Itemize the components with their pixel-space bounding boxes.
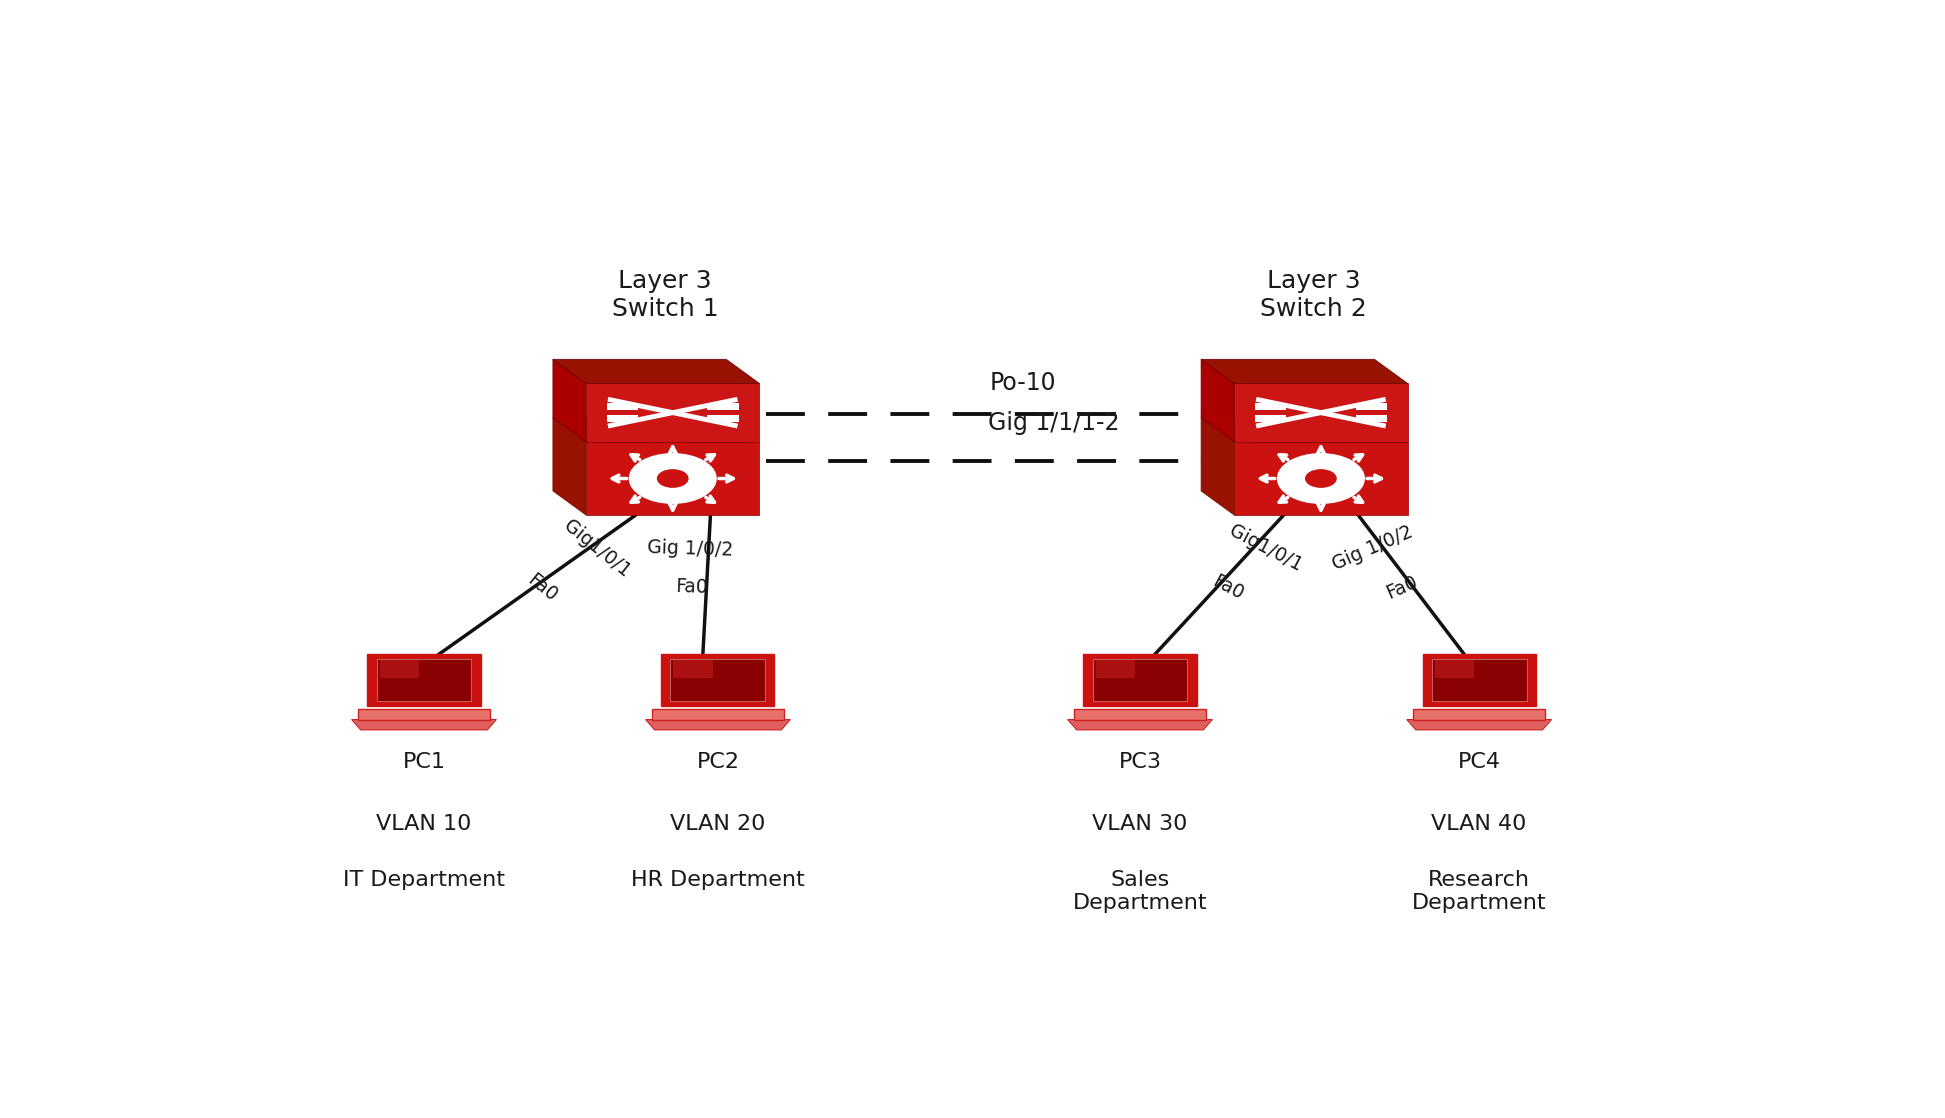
- Text: Sales
Department: Sales Department: [1074, 870, 1208, 913]
- Text: Layer 3
Switch 1: Layer 3 Switch 1: [613, 268, 718, 321]
- FancyBboxPatch shape: [652, 709, 784, 720]
- Text: Fa0: Fa0: [675, 577, 708, 597]
- Text: Gig 1/0/2: Gig 1/0/2: [648, 538, 733, 559]
- FancyBboxPatch shape: [377, 660, 471, 701]
- Circle shape: [657, 470, 689, 487]
- Polygon shape: [1202, 418, 1235, 515]
- Polygon shape: [352, 720, 496, 730]
- Circle shape: [630, 454, 716, 503]
- FancyBboxPatch shape: [708, 404, 739, 410]
- Polygon shape: [1235, 383, 1408, 442]
- FancyBboxPatch shape: [1093, 660, 1188, 701]
- Circle shape: [1278, 454, 1363, 503]
- FancyBboxPatch shape: [358, 709, 490, 720]
- FancyBboxPatch shape: [379, 660, 418, 679]
- FancyBboxPatch shape: [1356, 404, 1387, 410]
- Polygon shape: [1406, 720, 1552, 730]
- Text: PC3: PC3: [1118, 752, 1161, 773]
- FancyBboxPatch shape: [1432, 660, 1527, 701]
- Text: VLAN 10: VLAN 10: [375, 814, 473, 834]
- Polygon shape: [1235, 442, 1408, 515]
- Text: VLAN 20: VLAN 20: [671, 814, 766, 834]
- Text: HR Department: HR Department: [630, 870, 805, 890]
- FancyBboxPatch shape: [607, 415, 638, 421]
- Polygon shape: [552, 359, 759, 383]
- Polygon shape: [552, 359, 585, 442]
- FancyBboxPatch shape: [1074, 709, 1206, 720]
- FancyBboxPatch shape: [673, 660, 714, 679]
- Text: VLAN 40: VLAN 40: [1432, 814, 1527, 834]
- Text: IT Department: IT Department: [342, 870, 506, 890]
- Polygon shape: [552, 418, 759, 442]
- Text: Research
Department: Research Department: [1412, 870, 1546, 913]
- Text: Gig1/0/1: Gig1/0/1: [1225, 521, 1305, 576]
- FancyBboxPatch shape: [1435, 660, 1474, 679]
- FancyBboxPatch shape: [1083, 654, 1196, 705]
- Text: Fa0: Fa0: [1383, 572, 1420, 603]
- FancyBboxPatch shape: [1422, 654, 1537, 705]
- FancyBboxPatch shape: [1412, 709, 1546, 720]
- Text: Fa0: Fa0: [1210, 571, 1247, 604]
- Polygon shape: [552, 418, 585, 515]
- Text: VLAN 30: VLAN 30: [1093, 814, 1188, 834]
- FancyBboxPatch shape: [1255, 404, 1286, 410]
- Polygon shape: [1068, 720, 1212, 730]
- Text: Fa0: Fa0: [523, 570, 560, 605]
- Text: Layer 3
Switch 2: Layer 3 Switch 2: [1260, 268, 1367, 321]
- Text: PC4: PC4: [1457, 752, 1502, 773]
- FancyBboxPatch shape: [671, 660, 766, 701]
- FancyBboxPatch shape: [368, 654, 480, 705]
- Polygon shape: [585, 383, 759, 442]
- Polygon shape: [1202, 359, 1408, 383]
- FancyBboxPatch shape: [1255, 415, 1286, 421]
- FancyBboxPatch shape: [661, 654, 774, 705]
- Text: Gig1/0/1: Gig1/0/1: [560, 517, 634, 581]
- Polygon shape: [585, 442, 759, 515]
- Text: PC2: PC2: [696, 752, 739, 773]
- FancyBboxPatch shape: [1095, 660, 1136, 679]
- FancyBboxPatch shape: [708, 415, 739, 421]
- Polygon shape: [1202, 418, 1408, 442]
- Text: Gig 1/0/2: Gig 1/0/2: [1328, 522, 1416, 575]
- Text: Gig 1/1/1-2: Gig 1/1/1-2: [988, 411, 1118, 435]
- Polygon shape: [1202, 359, 1235, 442]
- FancyBboxPatch shape: [1356, 415, 1387, 421]
- Text: Po-10: Po-10: [990, 371, 1056, 395]
- Polygon shape: [646, 720, 790, 730]
- FancyBboxPatch shape: [607, 404, 638, 410]
- Text: PC1: PC1: [403, 752, 445, 773]
- Circle shape: [1305, 470, 1336, 487]
